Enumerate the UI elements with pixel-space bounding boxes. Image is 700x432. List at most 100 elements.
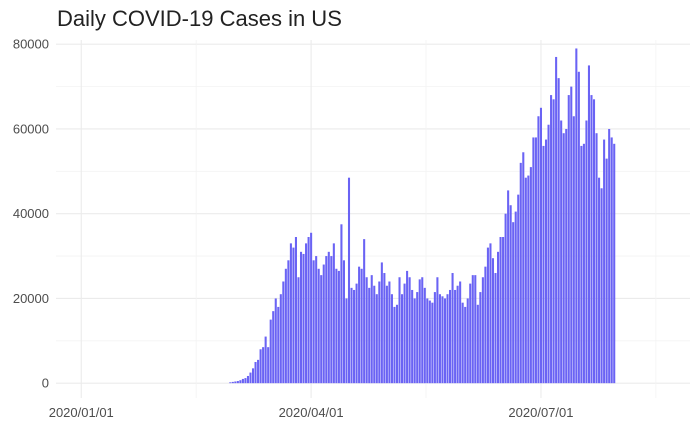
bar [395, 304, 399, 384]
bar [380, 262, 383, 384]
bar [590, 95, 593, 384]
bar [459, 281, 462, 384]
bar [469, 283, 472, 384]
bar [537, 116, 540, 384]
bar [363, 239, 366, 384]
bar [401, 294, 404, 384]
bar [411, 289, 414, 384]
bar [360, 268, 363, 384]
bar [509, 205, 512, 384]
bar [426, 298, 429, 384]
bar [567, 95, 570, 384]
bar [350, 287, 353, 384]
chart-title: Daily COVID-19 Cases in US [57, 6, 342, 31]
bar [610, 137, 613, 384]
bar [373, 285, 376, 384]
x-tick-label: 2020/07/01 [508, 405, 573, 420]
bar [403, 283, 406, 384]
bar [327, 251, 330, 384]
x-axis-tick-labels: 2020/01/01 2020/04/01 2020/07/01 [49, 405, 574, 420]
bar [542, 145, 545, 384]
bar [322, 264, 325, 384]
x-tick-label: 2020/01/01 [49, 405, 114, 420]
bar [524, 177, 527, 384]
bar [512, 222, 515, 384]
bar [532, 137, 535, 384]
bar [272, 311, 275, 384]
bar [507, 190, 510, 384]
bar [249, 372, 252, 384]
bar [572, 116, 575, 384]
bar [484, 266, 487, 384]
bar [550, 95, 553, 384]
bar [471, 275, 474, 384]
bar [423, 287, 426, 384]
bar [464, 306, 467, 384]
bar [443, 298, 447, 384]
bar [307, 237, 310, 384]
bar [565, 128, 568, 384]
bar [229, 382, 232, 384]
bar [289, 243, 292, 384]
bar [279, 294, 282, 384]
bar [294, 237, 297, 384]
bar [539, 107, 543, 384]
bar [292, 247, 295, 384]
bar [297, 277, 300, 384]
bar [287, 260, 290, 384]
bar [456, 285, 459, 384]
bar [585, 120, 588, 384]
bar [497, 251, 500, 384]
y-tick-label: 80000 [13, 37, 49, 52]
bar [438, 294, 441, 384]
bar [388, 281, 391, 384]
x-tick-label: 2020/04/01 [279, 405, 344, 420]
bar [355, 283, 358, 384]
y-tick-label: 20000 [13, 291, 49, 306]
y-tick-label: 0 [42, 376, 49, 391]
bar [436, 277, 439, 384]
bar [241, 378, 244, 384]
bar [479, 292, 482, 384]
bar [345, 298, 348, 384]
bar [421, 277, 424, 384]
bar [431, 302, 434, 384]
bar [254, 361, 257, 384]
bar [282, 281, 285, 384]
bar [310, 232, 313, 384]
bar [259, 349, 262, 384]
bar [337, 270, 340, 384]
bar [375, 294, 378, 384]
bar [552, 99, 555, 384]
bar [347, 177, 351, 384]
bar [608, 128, 611, 384]
bar [580, 145, 583, 384]
bar [481, 277, 484, 384]
bar [454, 289, 457, 384]
bar [451, 273, 454, 384]
bar [378, 281, 381, 384]
bar [393, 306, 396, 384]
bar [398, 277, 401, 384]
bar [267, 347, 270, 384]
bar [244, 378, 247, 384]
bar [299, 251, 303, 384]
y-tick-label: 40000 [13, 206, 49, 221]
y-axis-tick-labels: 0 20000 40000 60000 80000 [13, 37, 49, 391]
bar [466, 298, 469, 384]
bar [390, 294, 393, 384]
bar [461, 302, 464, 384]
bar [269, 319, 272, 384]
bar [441, 296, 444, 384]
bar [570, 86, 573, 384]
bar [383, 273, 386, 384]
bar [370, 275, 373, 384]
bar [264, 336, 267, 384]
bar [406, 270, 409, 384]
bar [408, 277, 411, 384]
bar [330, 256, 333, 384]
bar [562, 133, 565, 384]
bar [274, 298, 277, 384]
bar [489, 243, 492, 384]
